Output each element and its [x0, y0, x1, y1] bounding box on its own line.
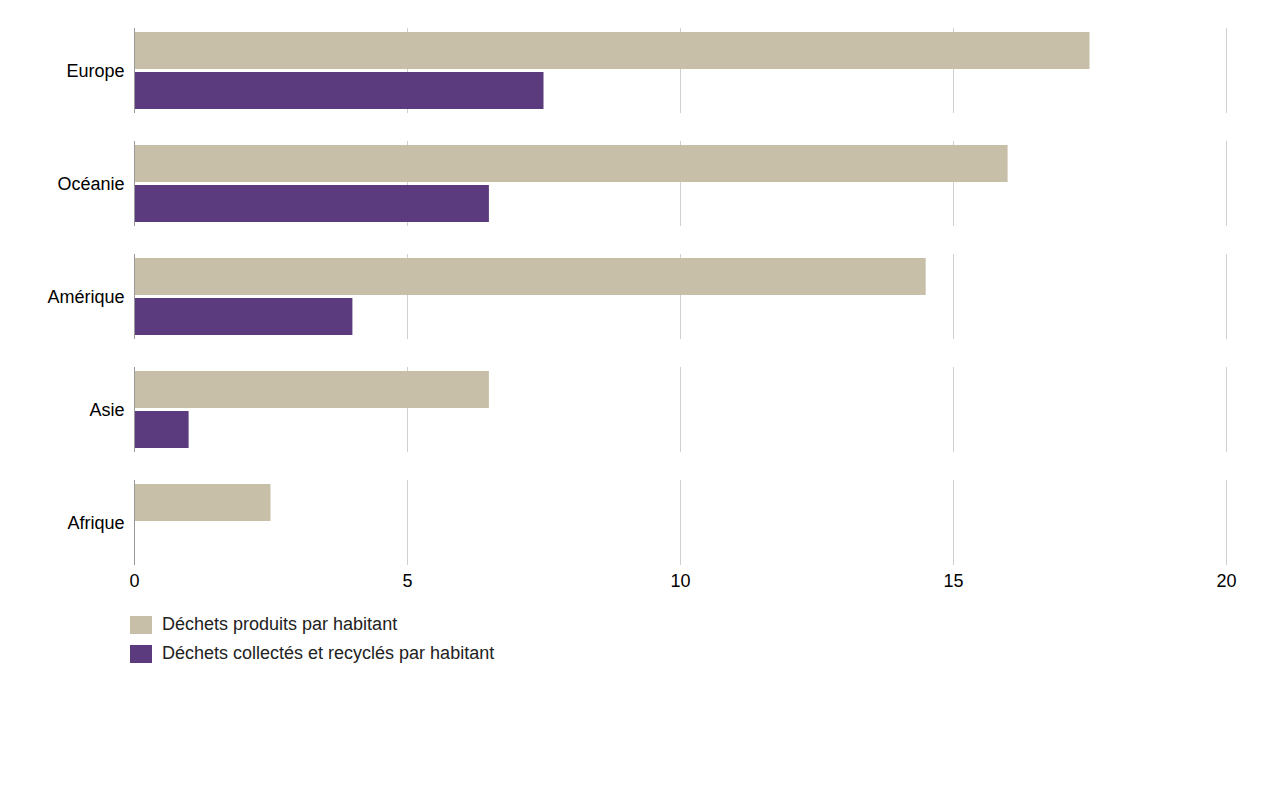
- svg-text:15: 15: [943, 571, 963, 591]
- svg-text:Asie: Asie: [89, 400, 124, 420]
- svg-text:0: 0: [129, 571, 139, 591]
- svg-text:Amérique: Amérique: [47, 287, 124, 307]
- svg-text:10: 10: [670, 571, 690, 591]
- html-text:Déchets collectés et recyclés: Déchets collectés et recyclés par habita…: [162, 643, 495, 663]
- svg-text:Océanie: Océanie: [57, 174, 124, 194]
- html-text:Déchets produits par habitant: Déchets produits par habitant: [162, 614, 398, 634]
- svg-text:5: 5: [402, 571, 412, 591]
- svg-text:20: 20: [1216, 571, 1236, 591]
- svg-text:Europe: Europe: [66, 61, 124, 81]
- svg-text:Afrique: Afrique: [67, 513, 124, 533]
